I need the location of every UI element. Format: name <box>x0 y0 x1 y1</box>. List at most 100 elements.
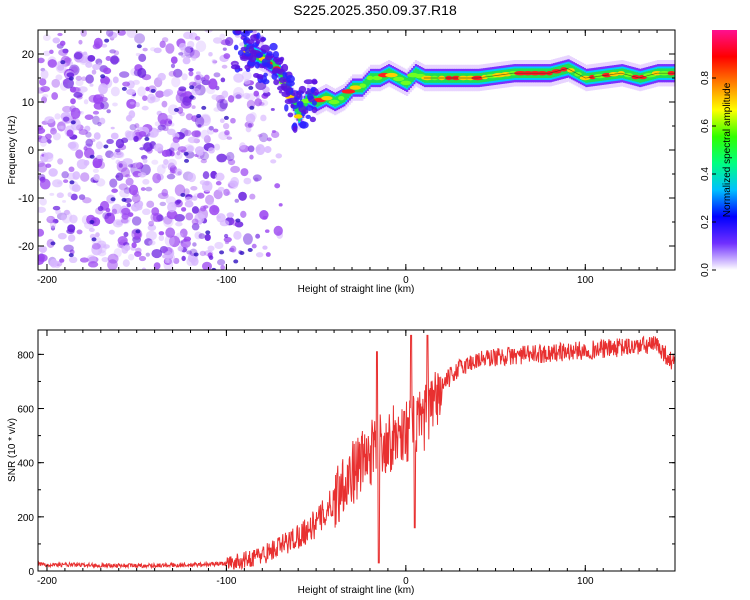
heatmap-ridge-cluster-cell <box>290 103 295 109</box>
heatmap-noise-cell <box>138 130 147 137</box>
heatmap-noise-cell <box>119 71 130 78</box>
heatmap-noise-cell <box>79 257 89 263</box>
heatmap-noise-cell <box>142 95 148 101</box>
heatmap-noise-cell <box>121 197 127 202</box>
heatmap-noise-cell <box>148 131 155 138</box>
heatmap-noise-cell <box>257 133 263 138</box>
heatmap-noise-cell <box>110 55 120 65</box>
heatmap-noise-cell <box>245 126 252 133</box>
heatmap-noise-cell <box>195 74 201 81</box>
heatmap-noise-cell <box>252 174 262 182</box>
heatmap-noise-cell <box>192 242 197 247</box>
snr-xtick-label: -100 <box>216 576 236 587</box>
heatmap-noise-cell <box>197 124 202 128</box>
heatmap-noise-cell <box>146 200 155 208</box>
heatmap-noise-cell <box>181 255 186 262</box>
heatmap-noise-cell <box>187 136 198 144</box>
heatmap-noise-cell <box>59 258 65 263</box>
heatmap-noise-cell <box>167 162 176 171</box>
heatmap-noise-cell <box>58 49 68 57</box>
heatmap-ridge-green <box>567 63 570 74</box>
heatmap-noise-cell <box>265 252 271 257</box>
heatmap-noise-cell <box>153 143 164 152</box>
heatmap-noise-cell <box>161 188 169 197</box>
heatmap-ridge-green <box>364 78 367 89</box>
heatmap-noise-cell <box>62 116 70 122</box>
heatmap-noise-layer <box>38 30 284 270</box>
heatmap-noise-cell <box>219 250 225 255</box>
heatmap-noise-cell <box>166 173 176 180</box>
heatmap-noise-cell <box>191 130 201 138</box>
snr-y-ticks: 0 200 400 600 800 <box>17 350 675 578</box>
heatmap-ridge-cluster-cell <box>256 32 261 40</box>
heatmap-noise-cell <box>100 74 106 79</box>
heatmap-noise-cell <box>180 192 186 197</box>
heatmap-ridge-cluster-cell <box>279 56 285 62</box>
heatmap-ridge-hotspot <box>321 95 333 101</box>
heatmap-noise-cell <box>70 107 81 119</box>
heatmap-noise-cell <box>52 132 61 141</box>
heatmap-noise-cell <box>83 51 88 56</box>
heatmap-noise-cell <box>166 209 178 220</box>
heatmap-ridge-cluster-cell <box>256 52 263 58</box>
heatmap-noise-cell <box>157 124 167 131</box>
heatmap-noise-cell <box>164 118 173 127</box>
heatmap-noise-cell <box>97 205 104 212</box>
heatmap-noise-cell <box>63 179 69 184</box>
heatmap-noise-cell <box>234 198 240 203</box>
heatmap-noise-cell <box>43 152 54 163</box>
heatmap-noise-cell <box>230 117 236 124</box>
heatmap-noise-cell <box>183 188 190 196</box>
heatmap-noise-cell <box>151 159 159 165</box>
heatmap-noise-cell <box>151 248 163 259</box>
heatmap-noise-cell <box>52 205 61 211</box>
heatmap-noise-cell <box>254 98 263 107</box>
heatmap-noise-cell <box>249 154 254 160</box>
heatmap-noise-cell <box>96 154 103 160</box>
heatmap-noise-cell <box>183 236 192 242</box>
heatmap-noise-cell <box>131 216 142 226</box>
heatmap-noise-cell <box>214 241 224 250</box>
heatmap-noise-cell <box>196 113 202 118</box>
heatmap-noise-cell <box>141 267 147 270</box>
heatmap-noise-cell <box>115 175 120 178</box>
heatmap-noise-cell <box>49 221 56 229</box>
heatmap-noise-cell <box>168 147 175 152</box>
heatmap-noise-cell <box>73 91 83 98</box>
heatmap-noise-cell <box>209 204 220 216</box>
heatmap-noise-cell <box>89 219 95 224</box>
heatmap-noise-cell <box>133 135 139 142</box>
heatmap-noise-cell <box>178 42 187 51</box>
heatmap-noise-cell <box>170 63 176 69</box>
heatmap-noise-cell <box>93 101 105 110</box>
heatmap-noise-cell <box>208 51 213 57</box>
heatmap-noise-cell <box>69 214 78 224</box>
heatmap-noise-cell <box>108 31 118 39</box>
heatmap-noise-cell <box>109 49 116 54</box>
heatmap-noise-cell <box>126 98 137 109</box>
heatmap-noise-cell <box>202 180 213 193</box>
heatmap-noise-cell <box>191 88 201 96</box>
heatmap-noise-cell <box>223 122 230 130</box>
heatmap-noise-cell <box>134 123 140 129</box>
heatmap-noise-cell <box>57 181 62 185</box>
heatmap-noise-cell <box>181 54 186 58</box>
heatmap-noise-cell <box>120 218 129 224</box>
heatmap-noise-cell <box>239 142 246 150</box>
heatmap-noise-cell <box>105 55 112 62</box>
heatmap-noise-cell <box>148 220 155 227</box>
heatmap-noise-cell <box>150 88 156 93</box>
heatmap-noise-cell <box>72 171 81 180</box>
heatmap-ridge-cluster-cell <box>259 37 266 43</box>
heatmap-noise-cell <box>266 137 272 142</box>
heatmap-ridge-cluster-cell <box>233 44 239 51</box>
heatmap-noise-cell <box>191 222 200 231</box>
heatmap-noise-cell <box>249 105 255 110</box>
heatmap-noise-cell <box>75 75 82 81</box>
heatmap-noise-cell <box>112 150 124 159</box>
heatmap-noise-cell <box>93 37 103 49</box>
heatmap-noise-cell <box>112 102 118 107</box>
heatmap-noise-cell <box>167 158 177 168</box>
heatmap-noise-cell <box>200 114 211 126</box>
